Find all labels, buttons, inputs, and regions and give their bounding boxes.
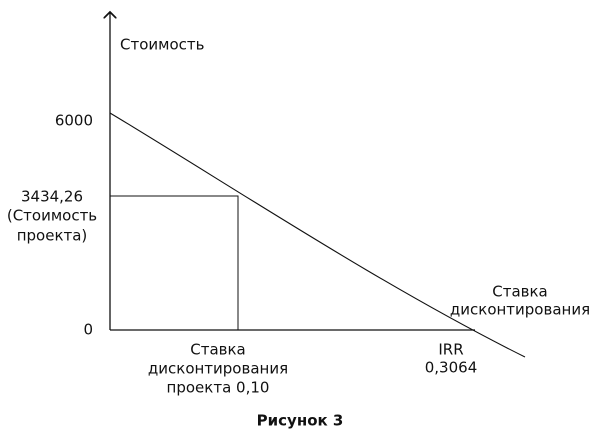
- project-guide: [110, 195, 239, 330]
- y-top-label: 6000: [55, 112, 93, 130]
- caption: Рисунок 3: [257, 412, 344, 430]
- npv-curve: [109, 112, 526, 358]
- y-project-label: 3434,26: [21, 188, 83, 206]
- origin-label: 0: [83, 321, 93, 339]
- y-project-label: (Стоимость: [7, 207, 97, 225]
- x-project-label: Ставка: [190, 341, 246, 359]
- x-project-label: проекта 0,10: [167, 379, 270, 397]
- x-project-label: дисконтирования: [148, 360, 288, 378]
- y-project-label: проекта): [17, 227, 88, 245]
- x-irr-label: 0,3064: [425, 359, 478, 377]
- x-irr-label: IRR: [438, 341, 463, 359]
- y-axis-label: Стоимость: [120, 36, 204, 54]
- x-axis-label: Ставка: [492, 283, 548, 301]
- x-axis-label: дисконтирования: [450, 301, 590, 319]
